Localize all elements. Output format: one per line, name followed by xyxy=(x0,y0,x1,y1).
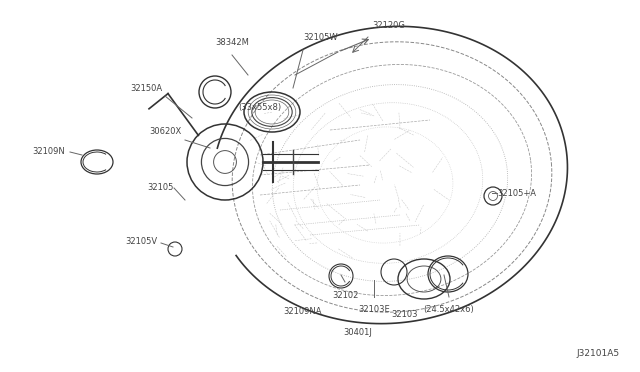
Text: 32105W: 32105W xyxy=(303,33,338,42)
Text: 32120G: 32120G xyxy=(372,21,405,30)
Text: 32109NA: 32109NA xyxy=(284,307,323,316)
Text: (24.5x42x6): (24.5x42x6) xyxy=(424,305,474,314)
Text: 32109N: 32109N xyxy=(32,148,65,157)
Text: 32103: 32103 xyxy=(392,310,419,319)
Text: 32102: 32102 xyxy=(332,291,358,300)
Text: 30620X: 30620X xyxy=(150,127,182,136)
Text: 32105: 32105 xyxy=(148,183,174,192)
Text: 32150A: 32150A xyxy=(130,84,162,93)
Text: J32101A5: J32101A5 xyxy=(577,349,620,358)
Text: 38342M: 38342M xyxy=(215,38,249,47)
Text: 32105V: 32105V xyxy=(125,237,157,246)
Text: 32105+A: 32105+A xyxy=(497,189,536,198)
Text: (33x55x8): (33x55x8) xyxy=(238,103,281,112)
Text: 32103E: 32103E xyxy=(358,305,390,314)
Text: 30401J: 30401J xyxy=(344,328,372,337)
